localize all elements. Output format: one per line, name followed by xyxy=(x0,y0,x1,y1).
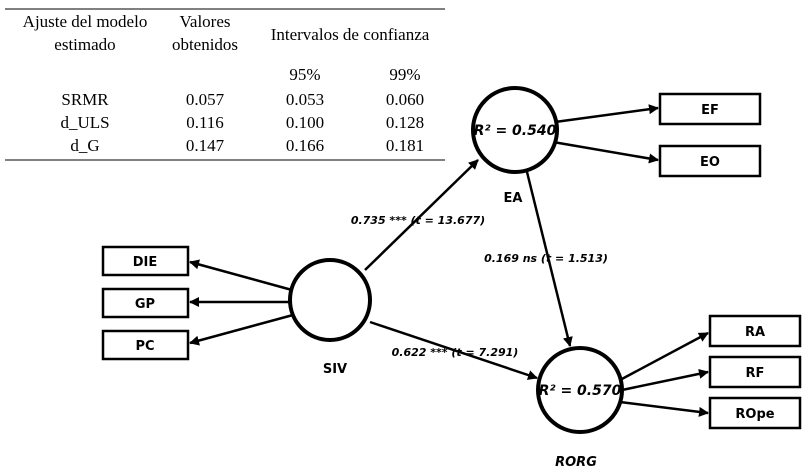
indicator-box xyxy=(658,144,762,178)
cell: 0.060 xyxy=(386,90,424,109)
indicator-label: GP xyxy=(135,297,155,312)
indicator-arrow xyxy=(189,259,293,292)
indicator-label: DIE xyxy=(133,255,158,270)
cell: 0.166 xyxy=(286,136,324,155)
indicator-box xyxy=(708,396,802,430)
header: estimado xyxy=(54,35,115,54)
r-squared: R² = 0.570 xyxy=(539,383,622,399)
cell: 0.128 xyxy=(386,113,424,132)
path-label: 0.735 *** (t = 13.677) xyxy=(351,214,485,227)
construct-label: SIV xyxy=(323,362,347,377)
header: Intervalos de confianza xyxy=(271,25,430,44)
indicator-label: EO xyxy=(700,155,720,170)
diagram: R² = 0.540 R² = 0.570 EA SIV RORG 0.735 … xyxy=(101,86,802,470)
row-label: d_G xyxy=(70,136,99,155)
construct-label: EA xyxy=(504,191,523,206)
indicator-box xyxy=(708,314,802,348)
indicator-label: RA xyxy=(745,325,765,340)
header: obtenidos xyxy=(172,35,238,54)
row-label: SRMR xyxy=(61,90,109,109)
indicator-label: ROpe xyxy=(735,407,774,422)
indicator-box xyxy=(101,245,190,277)
cell: 0.181 xyxy=(386,136,424,155)
indicator-label: PC xyxy=(135,339,154,354)
indicator-arrow xyxy=(552,140,659,164)
cell: 0.057 xyxy=(186,90,225,109)
construct-label: RORG xyxy=(555,455,597,470)
indicator-arrow xyxy=(189,313,294,346)
indicator-box xyxy=(101,329,190,361)
cell: 0.147 xyxy=(186,136,225,155)
subheader: 95% xyxy=(289,65,320,84)
path-arrow xyxy=(364,159,479,271)
construct-circle xyxy=(288,258,372,342)
header: Valores xyxy=(180,12,231,31)
cell: 0.116 xyxy=(186,113,224,132)
path-arrow xyxy=(369,320,538,380)
indicator-arrow xyxy=(554,104,659,124)
header: Ajuste del modelo xyxy=(23,12,148,31)
subheader: 99% xyxy=(389,65,420,84)
path-arrow xyxy=(525,171,573,347)
cell: 0.100 xyxy=(286,113,324,132)
path-label: 0.622 *** (t = 7.291) xyxy=(392,346,519,359)
construct-circle xyxy=(536,346,624,434)
r-squared: R² = 0.540 xyxy=(474,123,557,139)
row-label: d_ULS xyxy=(60,113,109,132)
indicator-box xyxy=(708,355,802,389)
fit-table: Ajuste del modelo estimado Valores obten… xyxy=(5,8,445,161)
indicator-box xyxy=(101,287,190,319)
indicator-arrow xyxy=(619,400,709,417)
construct-circle xyxy=(471,86,559,174)
cell: 0.053 xyxy=(286,90,324,109)
indicator-label: EF xyxy=(701,103,719,118)
indicator-arrow xyxy=(621,368,709,392)
indicator-label: RF xyxy=(746,366,765,381)
path-label: 0.169 ns (t = 1.513) xyxy=(484,252,608,265)
indicator-box xyxy=(658,92,762,126)
indicator-arrow xyxy=(619,331,709,382)
